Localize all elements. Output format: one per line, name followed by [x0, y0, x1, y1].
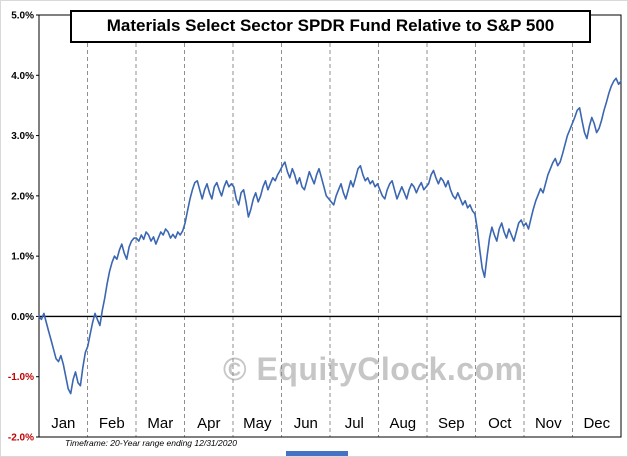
y-axis-label: 0.0%: [11, 312, 34, 323]
month-label: Jan: [51, 415, 75, 432]
month-label: Nov: [535, 415, 562, 432]
seasonality-line: [38, 77, 622, 395]
month-label: Apr: [197, 415, 220, 432]
y-axis-label: 2.0%: [11, 191, 34, 202]
bottom-blue-bar: [286, 451, 348, 456]
month-label: Sep: [438, 415, 465, 432]
timeframe-footnote: Timeframe: 20-Year range ending 12/31/20…: [65, 438, 237, 448]
y-axis-label: 3.0%: [11, 131, 34, 142]
month-label: Jun: [294, 415, 318, 432]
y-axis-label: -1.0%: [8, 372, 34, 383]
equityclock-watermark: © EquityClock.com: [223, 351, 524, 387]
month-label: Feb: [99, 415, 125, 432]
chart-title: Materials Select Sector SPDR Fund Relati…: [70, 10, 591, 43]
y-axis-label: 4.0%: [11, 71, 34, 82]
y-axis-label: 1.0%: [11, 252, 34, 263]
month-label: Oct: [488, 415, 512, 432]
month-label: Aug: [389, 415, 416, 432]
month-label: Mar: [147, 415, 173, 432]
y-axis-label: 5.0%: [11, 11, 34, 22]
month-label: Jul: [345, 415, 364, 432]
month-label: May: [243, 415, 272, 432]
month-label: Dec: [583, 415, 610, 432]
y-axis-label: -2.0%: [8, 433, 34, 444]
